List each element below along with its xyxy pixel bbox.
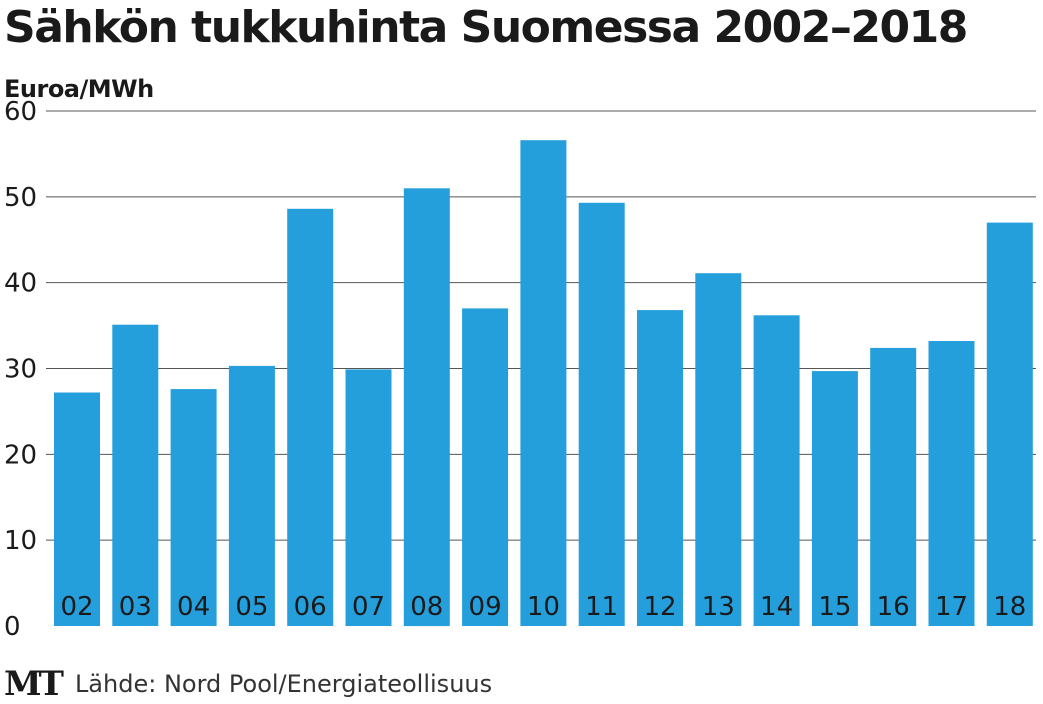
footer: MT Lähde: Nord Pool/Energiateollisuus [4, 664, 492, 704]
mt-logo: MT [4, 664, 64, 704]
bar-18 [986, 222, 1033, 626]
category-label: 16 [877, 592, 910, 622]
source-note: Lähde: Nord Pool/Energiateollisuus [74, 670, 493, 698]
category-label: 11 [585, 592, 618, 622]
category-label: 14 [760, 592, 793, 622]
category-label: 10 [527, 592, 560, 622]
y-tick-labels: 0 10 20 30 40 50 60 [4, 97, 37, 642]
category-labels: 02 03 04 05 06 07 08 09 10 11 12 13 14 15 16 17 18 [60, 592, 1026, 622]
bar-11 [578, 202, 625, 627]
bar-12 [637, 310, 683, 626]
category-label: 04 [177, 592, 210, 622]
bar-02 [54, 392, 100, 626]
bar-05 [228, 365, 275, 626]
y-tick-label: 40 [4, 269, 37, 299]
bar-17 [928, 341, 975, 626]
bars [54, 140, 1033, 627]
category-label: 07 [352, 592, 385, 622]
bar-09 [462, 308, 509, 626]
category-label: 18 [993, 592, 1026, 622]
bar-08 [403, 188, 450, 627]
y-tick-label: 10 [4, 526, 37, 556]
y-tick-label: 0 [4, 612, 21, 642]
category-label: 06 [294, 592, 327, 622]
category-label: 12 [643, 592, 676, 622]
bar-14 [753, 315, 800, 626]
bar-15 [811, 371, 858, 626]
bar-13 [695, 273, 742, 626]
bar-07 [345, 369, 392, 626]
bar-06 [287, 208, 334, 627]
bar-16 [870, 347, 917, 626]
y-tick-label: 30 [4, 355, 37, 385]
y-tick-label: 20 [4, 440, 37, 470]
y-tick-label: 50 [4, 183, 37, 213]
category-label: 15 [818, 592, 851, 622]
bar-10 [520, 140, 567, 626]
category-label: 08 [410, 592, 443, 622]
category-label: 02 [60, 592, 93, 622]
category-label: 13 [702, 592, 735, 622]
category-label: 09 [469, 592, 502, 622]
category-label: 03 [119, 592, 152, 622]
y-axis-label: Euroa/MWh [4, 75, 154, 103]
bar-04 [170, 389, 217, 626]
y-tick-label: 60 [4, 97, 37, 127]
chart-title: Sähkön tukkuhinta Suomessa 2002–2018 [4, 2, 968, 53]
category-label: 17 [935, 592, 968, 622]
bar-03 [112, 324, 159, 626]
category-label: 05 [235, 592, 268, 622]
